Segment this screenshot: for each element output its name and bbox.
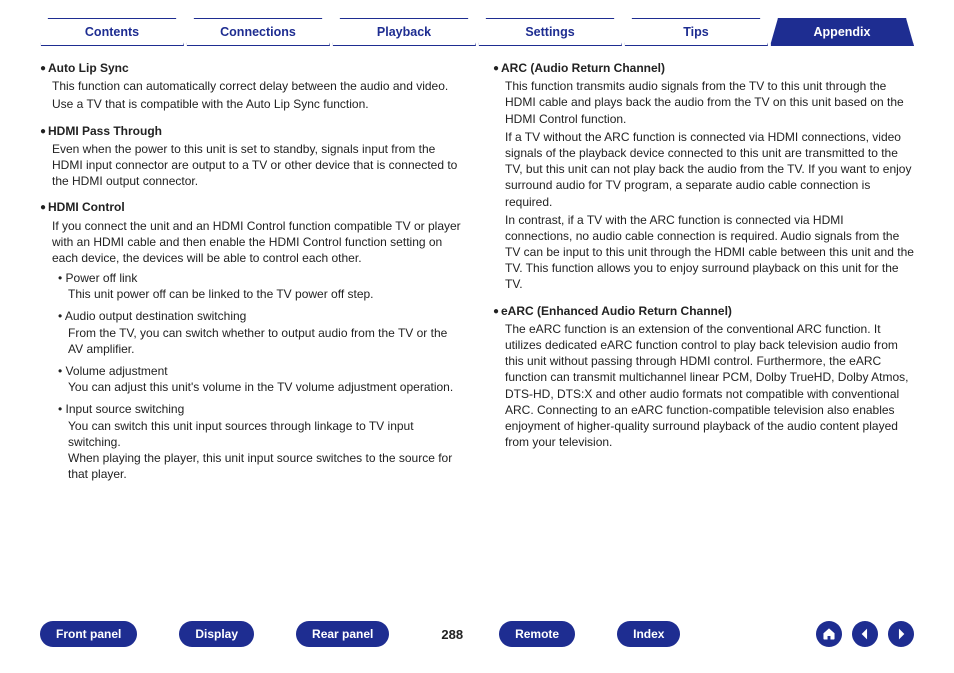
section-text: If you connect the unit and an HDMI Cont… xyxy=(52,218,461,267)
tab-playback[interactable]: Playback xyxy=(332,18,476,46)
sub-list: Power off linkThis unit power off can be… xyxy=(58,270,461,482)
section-text: This function can automatically correct … xyxy=(52,78,461,94)
front-panel-button[interactable]: Front panel xyxy=(40,621,137,647)
content: ●Auto Lip SyncThis function can automati… xyxy=(40,60,914,492)
tab-contents[interactable]: Contents xyxy=(40,18,184,46)
section-text: Use a TV that is compatible with the Aut… xyxy=(52,96,461,112)
sub-title: Input source switching xyxy=(58,401,461,417)
sub-item: Input source switchingYou can switch thi… xyxy=(58,401,461,482)
tab-appendix[interactable]: Appendix xyxy=(770,18,914,46)
section: ●Auto Lip Sync This function can automati… xyxy=(40,60,461,113)
sub-title: Volume adjustment xyxy=(58,363,461,379)
sub-title: Power off link xyxy=(58,270,461,286)
bullet-icon: ● xyxy=(40,123,48,139)
section-title: eARC (Enhanced Audio Return Channel) xyxy=(501,303,732,319)
section-text: In contrast, if a TV with the ARC functi… xyxy=(505,212,914,293)
sub-item: Audio output destination switchingFrom t… xyxy=(58,308,461,357)
nav-icons xyxy=(816,621,914,647)
bottom-bar: Front panel Display Rear panel 288 Remot… xyxy=(40,619,914,649)
section: ●eARC (Enhanced Audio Return Channel) The… xyxy=(493,303,914,451)
right-column: ●ARC (Audio Return Channel)This function… xyxy=(493,60,914,492)
bullet-icon: ● xyxy=(493,60,501,76)
sub-item: Power off linkThis unit power off can be… xyxy=(58,270,461,302)
tab-settings[interactable]: Settings xyxy=(478,18,622,46)
section-title: ARC (Audio Return Channel) xyxy=(501,60,665,76)
sub-title: Audio output destination switching xyxy=(58,308,461,324)
tab-tips[interactable]: Tips xyxy=(624,18,768,46)
forward-icon[interactable] xyxy=(888,621,914,647)
bullet-icon: ● xyxy=(40,60,48,76)
section-text: This function transmits audio signals fr… xyxy=(505,78,914,127)
section-title: HDMI Pass Through xyxy=(48,123,162,139)
sub-desc: From the TV, you can switch whether to o… xyxy=(68,325,461,357)
sub-desc: You can adjust this unit's volume in the… xyxy=(68,379,461,395)
bullet-icon: ● xyxy=(493,303,501,319)
section: ●HDMI Control If you connect the unit and… xyxy=(40,199,461,482)
remote-button[interactable]: Remote xyxy=(499,621,575,647)
section-text: If a TV without the ARC function is conn… xyxy=(505,129,914,210)
bullet-icon: ● xyxy=(40,199,48,215)
top-tabs: ContentsConnectionsPlaybackSettingsTipsA… xyxy=(40,18,914,46)
sub-desc: You can switch this unit input sources t… xyxy=(68,418,461,483)
section: ●HDMI Pass Through Even when the power to… xyxy=(40,123,461,190)
home-icon[interactable] xyxy=(816,621,842,647)
section: ●ARC (Audio Return Channel) This function… xyxy=(493,60,914,293)
sub-desc: This unit power off can be linked to the… xyxy=(68,286,461,302)
section-text: Even when the power to this unit is set … xyxy=(52,141,461,190)
left-column: ●Auto Lip SyncThis function can automati… xyxy=(40,60,461,492)
display-button[interactable]: Display xyxy=(179,621,254,647)
rear-panel-button[interactable]: Rear panel xyxy=(296,621,389,647)
section-text: The eARC function is an extension of the… xyxy=(505,321,914,451)
sub-item: Volume adjustmentYou can adjust this uni… xyxy=(58,363,461,395)
tab-connections[interactable]: Connections xyxy=(186,18,330,46)
back-icon[interactable] xyxy=(852,621,878,647)
section-title: Auto Lip Sync xyxy=(48,60,129,76)
page-number: 288 xyxy=(441,627,463,642)
section-title: HDMI Control xyxy=(48,199,125,215)
index-button[interactable]: Index xyxy=(617,621,680,647)
